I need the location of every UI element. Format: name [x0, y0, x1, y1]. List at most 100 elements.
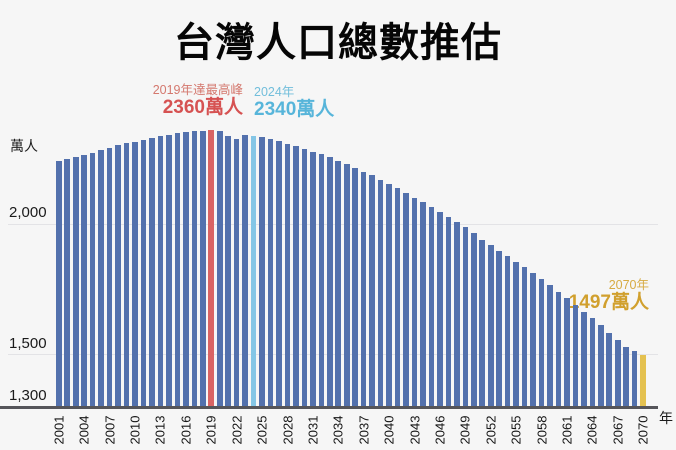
- bar-2065: [598, 325, 604, 406]
- bar-2036: [352, 167, 358, 406]
- x-tick-2064: 2064: [584, 415, 600, 445]
- bar-2038: [369, 175, 375, 406]
- bar-2069: [631, 351, 638, 406]
- bar-2025: [259, 137, 265, 406]
- annotation-final-value: 1497萬人: [568, 291, 649, 313]
- bar-2066: [606, 332, 613, 406]
- annotation-current-value: 2340萬人: [254, 98, 335, 120]
- x-tick-2037: 2037: [356, 415, 372, 445]
- x-tick-2061: 2061: [559, 415, 575, 445]
- bar-2004: [81, 154, 87, 406]
- annotation-current-year: 2024年: [254, 85, 295, 99]
- x-tick-2058: 2058: [534, 415, 550, 445]
- bar-2018: [199, 130, 206, 406]
- annotation-peak: 2019年達最高峰 2360萬人: [93, 83, 243, 119]
- bar-2031: [310, 151, 316, 406]
- bar-2008: [115, 145, 121, 406]
- bar-2058: [538, 278, 545, 406]
- bar-2042: [403, 192, 409, 406]
- bar-area: [56, 130, 646, 406]
- bar-2019: [208, 130, 215, 406]
- bar-2013: [157, 136, 164, 406]
- x-tick-2001: 2001: [51, 415, 67, 445]
- bar-2059: [547, 285, 553, 406]
- bar-2017: [191, 131, 198, 406]
- bar-2024: [250, 135, 257, 406]
- y-axis-unit-label: 萬人: [10, 138, 38, 154]
- gridline-2000: [8, 224, 658, 225]
- bar-2039: [377, 179, 384, 406]
- x-tick-2034: 2034: [330, 415, 346, 445]
- x-tick-2013: 2013: [152, 415, 168, 445]
- bar-2016: [183, 132, 189, 406]
- bar-2012: [149, 137, 155, 406]
- x-axis-labels: 2001 2004 2007 2010 2013 2016 2019 2022 2025 2028…: [51, 406, 650, 450]
- bar-2055: [513, 261, 519, 406]
- x-tick-2019: 2019: [203, 415, 219, 445]
- bar-2015: [174, 133, 181, 406]
- bar-2028: [284, 143, 291, 406]
- x-tick-2043: 2043: [407, 415, 422, 445]
- bar-2034: [335, 160, 342, 406]
- bar-2061: [564, 298, 570, 406]
- bar-2044: [420, 202, 426, 406]
- bar-2011: [140, 140, 147, 406]
- x-tick-2040: 2040: [381, 415, 397, 445]
- gridline-1500: [8, 354, 658, 355]
- y-tick-2000: 2,000: [9, 204, 47, 221]
- annotation-final: 2070年 1497萬人: [499, 278, 649, 314]
- bar-2057: [530, 272, 536, 406]
- bar-2040: [386, 183, 392, 406]
- bar-2007: [106, 147, 113, 406]
- annotation-peak-year: 2019年達最高峰: [152, 83, 243, 97]
- x-tick-2016: 2016: [178, 415, 194, 445]
- bar-2046: [437, 211, 443, 406]
- bar-2010: [132, 141, 138, 406]
- bar-2045: [428, 206, 435, 406]
- x-tick-2010: 2010: [127, 415, 143, 445]
- bar-2056: [521, 267, 528, 406]
- bar-2067: [614, 340, 621, 406]
- bar-2035: [343, 164, 350, 406]
- x-tick-2022: 2022: [229, 415, 245, 445]
- bar-2002: [64, 159, 71, 406]
- bar-2030: [301, 148, 308, 406]
- bar-2063: [581, 311, 587, 406]
- x-tick-2046: 2046: [432, 415, 448, 445]
- x-tick-2031: 2031: [305, 415, 321, 445]
- x-tick-2067: 2067: [610, 415, 626, 445]
- bar-2022: [233, 139, 240, 406]
- bar-2048: [454, 221, 460, 406]
- bar-2052: [487, 244, 494, 406]
- bar-2005: [89, 152, 96, 406]
- bar-2060: [555, 291, 562, 406]
- bar-2064: [589, 318, 596, 406]
- bar-2009: [123, 143, 130, 406]
- x-tick-2049: 2049: [457, 415, 473, 445]
- bar-2026: [267, 139, 274, 406]
- bar-2050: [470, 233, 477, 406]
- bar-2041: [394, 188, 401, 406]
- bar-2062: [572, 304, 579, 406]
- bar-2003: [72, 156, 79, 406]
- bar-2053: [496, 250, 502, 406]
- bar-2027: [276, 141, 282, 406]
- x-axis-line: [0, 406, 658, 409]
- chart-title: 台灣人口總數推估: [174, 21, 502, 65]
- bar-2006: [98, 149, 104, 406]
- bar-2032: [318, 154, 325, 406]
- bar-2014: [166, 134, 172, 406]
- annotation-final-year: 2070年: [608, 278, 649, 292]
- x-tick-2007: 2007: [102, 415, 118, 445]
- x-axis-unit-label: 年: [659, 410, 673, 426]
- bar-2068: [623, 347, 629, 406]
- bar-2029: [293, 146, 299, 406]
- x-tick-2070: 2070: [635, 415, 651, 445]
- bar-2020: [216, 131, 223, 406]
- bar-2051: [479, 239, 486, 406]
- bar-2054: [504, 256, 511, 406]
- bar-2037: [360, 171, 367, 406]
- x-tick-2025: 2025: [254, 415, 270, 445]
- x-tick-2028: 2028: [280, 415, 295, 445]
